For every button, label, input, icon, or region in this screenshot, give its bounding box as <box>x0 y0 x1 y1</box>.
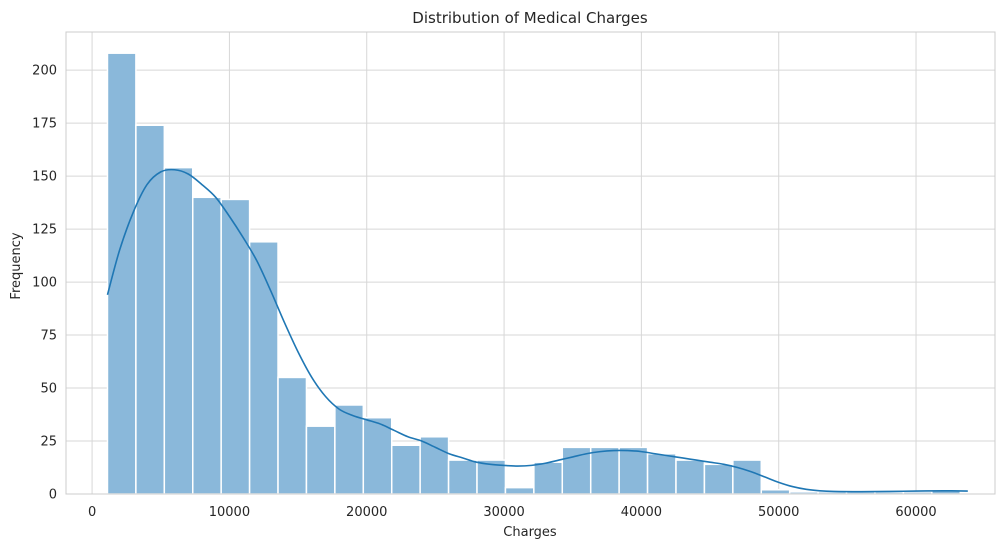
y-tick-label: 175 <box>32 117 57 132</box>
y-tick-label: 125 <box>32 223 57 238</box>
y-tick-label: 25 <box>40 435 57 450</box>
histogram-bar <box>334 404 365 495</box>
y-axis-label: Frequency <box>9 232 24 299</box>
x-tick-label: 20000 <box>346 505 387 520</box>
x-axis-ticks: 0 10000 20000 30000 40000 50000 60000 <box>88 505 937 520</box>
histogram-bar <box>106 52 137 495</box>
histogram-bar <box>533 461 564 495</box>
histogram-bar <box>192 196 222 495</box>
histogram-bar <box>732 459 763 495</box>
histogram-bar <box>447 459 478 495</box>
x-tick-label: 30000 <box>483 505 524 520</box>
histogram-bar <box>248 241 279 495</box>
x-tick-label: 60000 <box>895 505 936 520</box>
y-axis-ticks: 0 25 50 75 100 125 150 175 200 <box>32 64 57 503</box>
histogram-bar <box>305 425 336 495</box>
histogram-bar <box>646 452 677 495</box>
plot-frame <box>65 31 996 495</box>
x-tick-label: 50000 <box>758 505 799 520</box>
histogram-bar <box>419 436 450 495</box>
y-tick-label: 150 <box>32 170 57 185</box>
histogram-bars <box>106 52 962 495</box>
histogram-bar <box>135 124 166 495</box>
histogram-bar <box>618 446 649 495</box>
histogram-bar <box>504 486 535 495</box>
histogram-bar <box>220 198 251 495</box>
x-tick-label: 0 <box>88 505 96 520</box>
y-tick-label: 100 <box>32 276 57 291</box>
histogram-bar <box>703 463 734 495</box>
y-tick-label: 200 <box>32 64 57 79</box>
kde-curve <box>106 168 968 493</box>
histogram-bar <box>760 489 791 495</box>
y-tick-label: 50 <box>40 382 57 397</box>
x-tick-label: 40000 <box>621 505 662 520</box>
y-tick-label: 75 <box>40 329 57 344</box>
histogram-bar <box>277 376 308 495</box>
histogram-bar <box>589 446 620 495</box>
histogram-bar <box>675 459 706 495</box>
chart-title: Distribution of Medical Charges <box>412 9 648 27</box>
histogram-bar <box>163 166 194 495</box>
histogram-bar <box>390 444 421 495</box>
x-tick-label: 10000 <box>209 505 250 520</box>
y-tick-label: 0 <box>49 488 57 503</box>
x-axis-label: Charges <box>503 525 557 540</box>
histogram-bar <box>362 416 393 495</box>
kde-curve-group <box>106 168 968 493</box>
